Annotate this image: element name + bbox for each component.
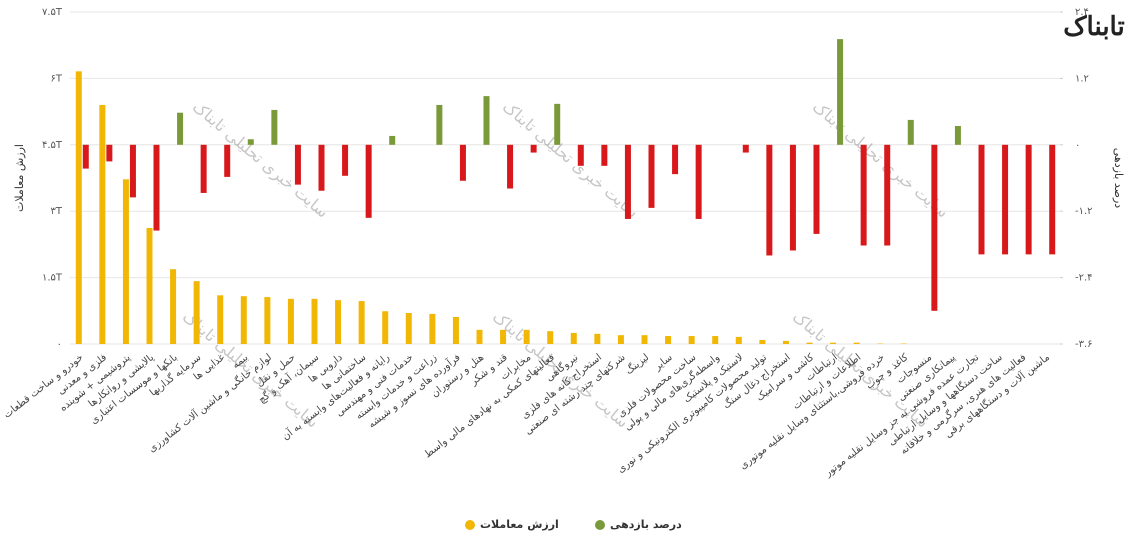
legend-marker	[465, 520, 475, 530]
bar	[106, 144, 113, 162]
bar	[224, 144, 231, 177]
bar	[624, 144, 631, 219]
bar	[884, 144, 891, 246]
bar	[695, 144, 702, 219]
bar	[837, 39, 844, 145]
legend-label: ارزش معاملات	[480, 518, 559, 531]
y2-tick-label: -۲.۴	[1075, 273, 1093, 284]
bar	[452, 316, 459, 344]
y2-axis-title: درصد بازدهی	[1112, 148, 1125, 209]
bar	[577, 144, 584, 166]
bar	[271, 109, 278, 145]
bar	[500, 329, 507, 344]
bar	[931, 144, 938, 311]
bar	[547, 331, 554, 344]
bar	[342, 144, 349, 176]
bar	[436, 104, 443, 145]
watermark: سایت خبری تحلیلی تابناک	[498, 97, 642, 222]
y-tick-label: ۴.۵T	[42, 140, 63, 151]
y2-tick-label: ۱.۲	[1075, 73, 1089, 84]
bar	[789, 144, 796, 251]
bar	[712, 336, 719, 344]
bar	[507, 144, 514, 189]
bar	[594, 333, 601, 344]
bar	[240, 296, 247, 344]
bar	[193, 281, 200, 344]
bar	[907, 119, 914, 145]
bar	[806, 342, 813, 344]
watermark: سایت خبری تحلیلی تابناک	[188, 97, 332, 222]
bar	[82, 144, 89, 169]
bar	[264, 297, 271, 344]
bar	[641, 335, 648, 344]
bar	[129, 144, 136, 198]
logo-bg	[1050, 0, 1138, 52]
bar	[735, 336, 742, 344]
watermark: سایت خبری تحلیلی تابناک	[808, 97, 952, 222]
bar	[1025, 144, 1032, 255]
bar	[200, 144, 207, 193]
bar	[672, 144, 679, 175]
bar	[405, 313, 412, 344]
bar	[75, 71, 82, 345]
y-axis-title: ارزش معاملات	[13, 144, 26, 212]
y-tick-label: ۶T	[51, 73, 63, 84]
y-tick-label: ۱.۵T	[42, 273, 63, 284]
bar	[153, 144, 160, 231]
bar	[523, 329, 530, 344]
bar	[860, 144, 867, 246]
bar	[389, 135, 396, 145]
bar	[146, 228, 153, 344]
y2-tick-label: ۲.۴	[1075, 7, 1089, 18]
bar	[813, 144, 820, 234]
y-tick-label: ۰	[57, 339, 62, 350]
bar	[217, 295, 224, 344]
bar	[429, 313, 436, 344]
bar	[782, 340, 789, 344]
bar	[294, 144, 301, 185]
bar	[853, 342, 860, 344]
y2-tick-label: -۳.۶	[1075, 339, 1093, 350]
x-tick-label: لیزینگ	[623, 351, 651, 377]
bar	[483, 96, 490, 145]
bar	[830, 342, 837, 344]
bar	[459, 144, 466, 181]
bar	[358, 301, 365, 344]
y2-tick-label: -۱.۲	[1075, 206, 1093, 217]
bar	[247, 139, 254, 145]
bar	[530, 144, 537, 153]
legend-marker	[595, 520, 605, 530]
legend-label: درصد بازدهی	[610, 518, 682, 531]
bar	[766, 144, 773, 256]
bar	[287, 298, 294, 344]
bar	[688, 336, 695, 344]
bar	[177, 112, 184, 145]
bar	[476, 329, 483, 344]
bar	[759, 340, 766, 344]
bar	[335, 300, 342, 344]
y2-tick-label: ۰	[1075, 140, 1080, 151]
bar	[665, 336, 672, 344]
logo: تابناک	[1063, 12, 1124, 42]
y-tick-label: ۷.۵T	[42, 7, 63, 18]
bar	[1002, 144, 1009, 255]
bar	[318, 144, 325, 191]
bar	[122, 179, 129, 344]
y-tick-label: ۳T	[51, 206, 63, 217]
bar	[742, 144, 749, 153]
bar	[554, 103, 561, 145]
bar	[382, 311, 389, 344]
bar	[170, 269, 177, 344]
bar	[570, 332, 577, 344]
bar	[978, 144, 985, 255]
bar	[365, 144, 372, 218]
bar	[1049, 144, 1056, 255]
bar	[954, 125, 961, 145]
bar	[617, 335, 624, 344]
bar	[311, 298, 318, 344]
bar	[99, 104, 106, 345]
bar	[648, 144, 655, 208]
bar	[601, 144, 608, 166]
